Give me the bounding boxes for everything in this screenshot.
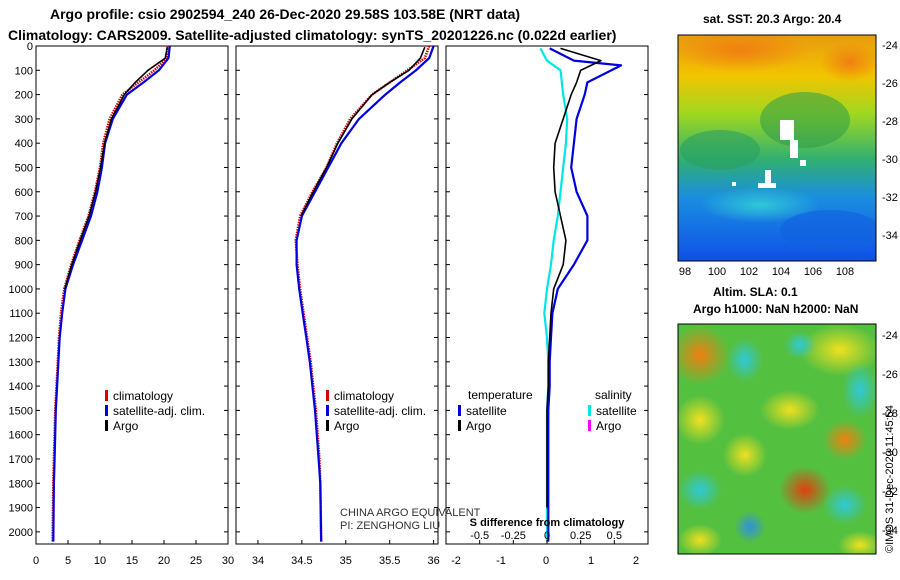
depth-tick-label: 1400 xyxy=(9,381,33,393)
diff-temp-tick-label: -2 xyxy=(451,555,461,567)
depth-tick-label: 300 xyxy=(15,114,33,126)
diff-tick-label: 0.5 xyxy=(607,530,622,542)
depth-tick-label: 1200 xyxy=(9,333,33,345)
depth-tick-label: 400 xyxy=(15,138,33,150)
sst-map-title: sat. SST: 20.3 Argo: 20.4 xyxy=(703,12,842,26)
panel-frame xyxy=(235,45,439,545)
diff-tick-label: -0.25 xyxy=(501,530,526,542)
sla-map-title-1: Altim. SLA: 0.1 xyxy=(713,285,798,299)
credit-line-2: PI: ZENGHONG LIU xyxy=(340,520,440,532)
diff-legend-t-label: Argo xyxy=(466,419,492,433)
series-climatology xyxy=(51,45,170,542)
diff-xlabel: S difference from climatology xyxy=(470,517,626,529)
series-temperature-argo xyxy=(546,47,602,508)
series-argo xyxy=(300,46,426,217)
diff-legend-t-swatch xyxy=(458,405,461,416)
depth-tick-label: 2000 xyxy=(9,527,33,539)
depth-tick-label: 200 xyxy=(15,90,33,102)
depth-tick-label: 900 xyxy=(15,260,33,272)
temp-legend-swatch xyxy=(105,405,108,416)
diff-legend-s-label: satellite xyxy=(596,404,637,418)
diff-legend-s-swatch xyxy=(588,420,591,431)
diff-legend-s-label: Argo xyxy=(596,419,622,433)
temp-legend-label: climatology xyxy=(113,389,173,403)
depth-tick-label: 1000 xyxy=(9,284,33,296)
legend-temperature-title: temperature xyxy=(468,388,533,402)
legend-salinity-title: salinity xyxy=(595,388,632,402)
diff-temp-tick-label: 1 xyxy=(588,555,594,567)
temp-legend-swatch xyxy=(105,390,108,401)
profile-title: Argo profile: csio 2902594_240 26-Dec-20… xyxy=(50,6,521,22)
climatology-title: Climatology: CARS2009. Satellite-adjuste… xyxy=(8,27,617,43)
diff-temp-tick-label: -1 xyxy=(496,555,506,567)
sal-legend-swatch xyxy=(326,405,329,416)
depth-tick-label: 100 xyxy=(15,65,33,77)
sal-tick-label: 35 xyxy=(340,555,352,567)
imos-stamp: ©IMOS 31-Dec-2020 11:45:54 xyxy=(884,405,896,553)
temp-tick-label: 0 xyxy=(33,555,39,567)
temp-legend-swatch xyxy=(105,420,108,431)
temp-legend-label: satellite-adj. clim. xyxy=(113,404,205,418)
depth-tick-label: 500 xyxy=(15,162,33,174)
sal-tick-label: 36 xyxy=(427,555,439,567)
sal-legend-label: climatology xyxy=(334,389,394,403)
diff-tick-label: 0.25 xyxy=(570,530,591,542)
diff-legend-t-label: satellite xyxy=(466,404,507,418)
series-argo xyxy=(64,47,168,290)
diff-tick-label: 0 xyxy=(544,530,550,542)
series-climatology xyxy=(294,45,431,542)
credit-line-1: CHINA ARGO EQUIVALENT xyxy=(340,507,481,519)
depth-tick-label: 1800 xyxy=(9,478,33,490)
depth-tick-label: 1700 xyxy=(9,454,33,466)
sal-legend-swatch xyxy=(326,420,329,431)
series-temperature-satellite xyxy=(547,47,623,542)
sal-legend-swatch xyxy=(326,390,329,401)
depth-tick-label: 1900 xyxy=(9,503,33,515)
sal-tick-label: 34.5 xyxy=(291,555,312,567)
series-satellite-adj-clim- xyxy=(52,45,171,542)
diff-temp-tick-label: 0 xyxy=(543,555,549,567)
temp-tick-label: 5 xyxy=(65,555,71,567)
depth-tick-label: 1100 xyxy=(9,308,33,320)
series-satellite-adj-clim- xyxy=(295,45,435,542)
sal-legend-label: Argo xyxy=(334,419,360,433)
temp-tick-label: 25 xyxy=(190,555,202,567)
temp-legend-label: Argo xyxy=(113,419,139,433)
diff-legend-t-swatch xyxy=(458,420,461,431)
depth-tick-label: 0 xyxy=(27,41,33,53)
sal-tick-label: 34 xyxy=(252,555,264,567)
sal-tick-label: 35.5 xyxy=(379,555,400,567)
depth-tick-label: 1300 xyxy=(9,357,33,369)
depth-tick-label: 600 xyxy=(15,187,33,199)
diff-legend-s-swatch xyxy=(588,405,591,416)
depth-tick-label: 1600 xyxy=(9,430,33,442)
panel-2 xyxy=(235,45,439,545)
temp-tick-label: 30 xyxy=(222,555,234,567)
sla-map-title-2: Argo h1000: NaN h2000: NaN xyxy=(693,302,859,316)
temp-tick-label: 10 xyxy=(94,555,106,567)
diff-temp-tick-label: 2 xyxy=(633,555,639,567)
depth-tick-label: 700 xyxy=(15,211,33,223)
depth-tick-label: 800 xyxy=(15,235,33,247)
depth-tick-label: 1500 xyxy=(9,405,33,417)
diff-tick-label: -0.5 xyxy=(470,530,489,542)
sal-legend-label: satellite-adj. clim. xyxy=(334,404,426,418)
temp-tick-label: 15 xyxy=(126,555,138,567)
panel-1: 0 100 200 300 400 500 600 700 800 900 1000 1100 1200… xyxy=(9,41,229,545)
temp-tick-label: 20 xyxy=(158,555,170,567)
